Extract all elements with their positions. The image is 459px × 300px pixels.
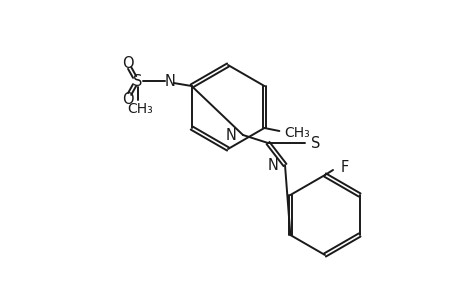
Text: F: F — [340, 160, 348, 175]
Text: CH₃: CH₃ — [284, 126, 309, 140]
Text: S: S — [310, 136, 319, 151]
Text: N: N — [164, 74, 175, 88]
Text: N: N — [226, 128, 236, 142]
Text: O: O — [122, 56, 133, 70]
Text: S: S — [133, 74, 142, 88]
Text: CH₃: CH₃ — [127, 102, 152, 116]
Text: N: N — [268, 158, 279, 172]
Text: O: O — [122, 92, 133, 106]
